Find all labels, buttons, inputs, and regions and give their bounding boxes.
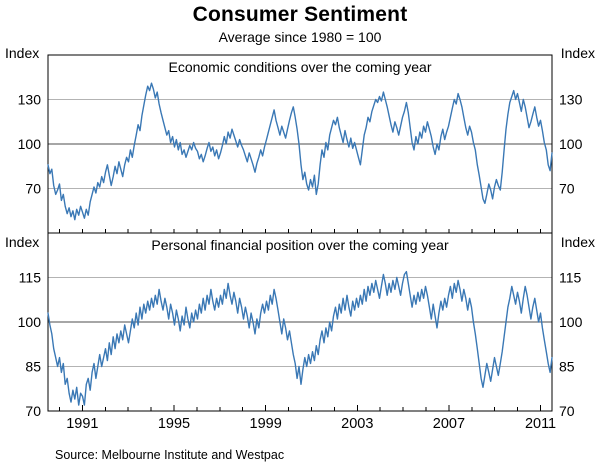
y-tick-label-right-115: 115: [559, 270, 582, 286]
y-axis-label-top-left: Index: [5, 45, 40, 61]
y-tick-label-left-100: 100: [18, 136, 42, 152]
x-tick-label-2007: 2007: [433, 416, 465, 432]
y-axis-label-bottom-left: Index: [5, 234, 40, 250]
panel-title-personal-financial-position: Personal financial position over the com…: [151, 237, 449, 253]
y-axis-label-top-right: Index: [560, 45, 595, 61]
y-tick-label-left-115: 115: [19, 270, 42, 286]
y-tick-label-left-85: 85: [25, 359, 41, 375]
x-tick-label-2011: 2011: [525, 416, 556, 432]
x-tick-label-1999: 1999: [250, 416, 282, 432]
y-tick-label-left-130: 130: [18, 92, 42, 108]
panel-title-economic-conditions: Economic conditions over the coming year: [168, 59, 432, 75]
panel-frame-2: [47, 232, 553, 412]
y-tick-label-right-100: 100: [559, 314, 583, 330]
source-note: Source: Melbourne Institute and Westpac: [55, 448, 285, 462]
y-axis-label-bottom-right: Index: [560, 234, 595, 250]
y-tick-label-right-70: 70: [559, 403, 575, 419]
chart-subtitle: Average since 1980 = 100: [218, 29, 382, 45]
y-tick-label-left-100: 100: [18, 314, 42, 330]
x-tick-label-2003: 2003: [341, 416, 373, 432]
y-tick-label-right-70: 70: [559, 181, 575, 197]
y-tick-label-left-70: 70: [25, 181, 41, 197]
y-tick-label-right-100: 100: [559, 136, 583, 152]
chart-title: Consumer Sentiment: [192, 3, 408, 26]
y-tick-label-left-70: 70: [25, 403, 41, 419]
y-tick-label-right-130: 130: [559, 92, 583, 108]
x-tick-label-1995: 1995: [158, 416, 190, 432]
series-line-2: [47, 270, 553, 406]
y-tick-label-right-85: 85: [559, 359, 575, 375]
x-tick-label-1991: 1991: [66, 416, 98, 432]
series-line-1: [47, 82, 553, 221]
